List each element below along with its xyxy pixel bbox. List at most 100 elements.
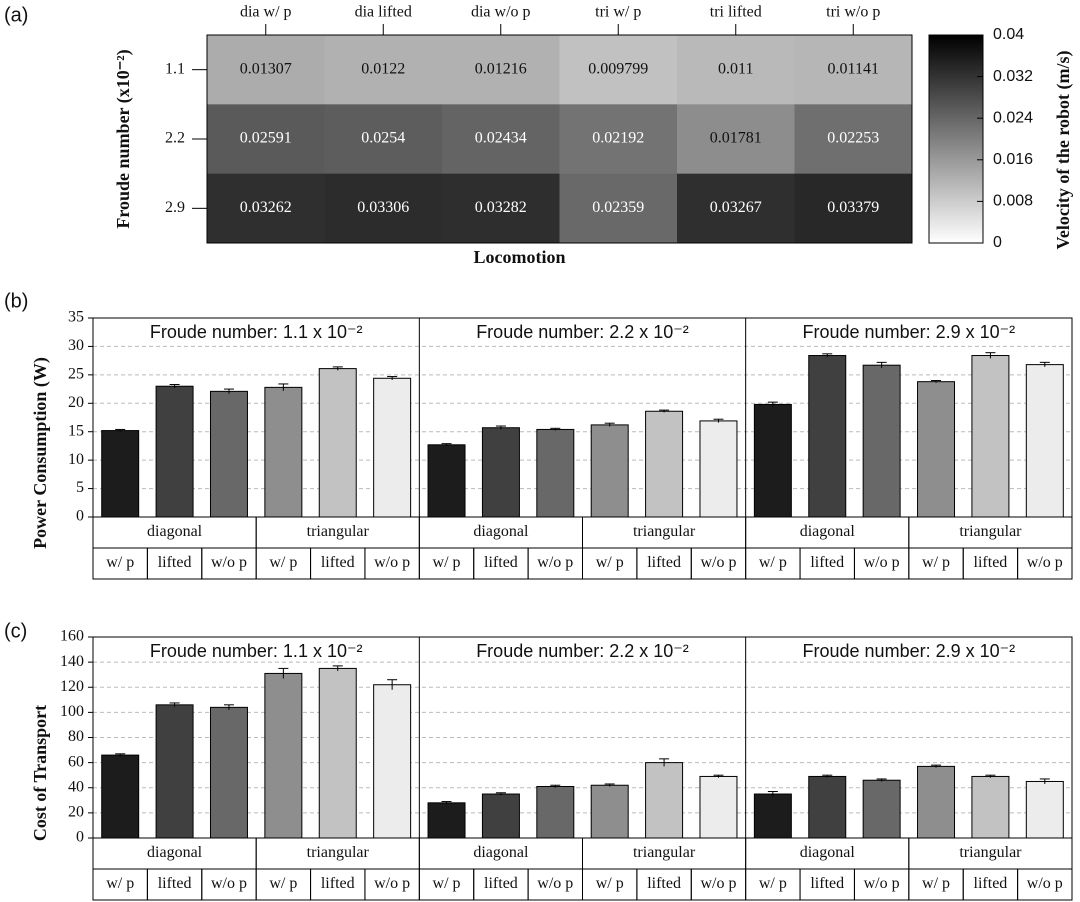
bar [318, 667, 357, 839]
category-label: w/o p [537, 554, 573, 571]
category-label: lifted [484, 875, 518, 892]
y-tick-label: 0 [76, 508, 84, 525]
x-tick-label: tri lifted [710, 4, 762, 21]
category-label: w/o p [211, 875, 247, 892]
bar [264, 672, 303, 839]
bar [645, 762, 684, 839]
y-tick-label: 1.1 [165, 60, 185, 77]
bar [1025, 780, 1064, 839]
bar [536, 785, 575, 839]
x-tick-label: dia w/o p [471, 4, 531, 21]
bar [808, 775, 847, 839]
heatmap-frame [206, 34, 913, 244]
cell-label: 0.03262 [240, 199, 292, 216]
heatmap-cell [559, 35, 678, 105]
plot-frame [92, 317, 1073, 518]
category-label: w/ p [596, 875, 624, 892]
y-tick-label: 25 [68, 366, 84, 383]
group-label: triangular [307, 523, 370, 540]
subplot-title: Froude number: 2.2 x 10⁻² [476, 322, 689, 342]
category-label: lifted [158, 875, 192, 892]
category-label: lifted [321, 875, 355, 892]
category-label: w/ p [269, 554, 297, 571]
category-label: w/ p [106, 875, 134, 892]
category-label: w/o p [700, 554, 736, 571]
y-tick-label: 20 [68, 394, 84, 411]
bar [536, 428, 575, 518]
colorbar-tick-label: 0.04 [993, 26, 1024, 43]
y-tick-label: 120 [60, 678, 84, 695]
y-tick-label: 2.2 [165, 130, 185, 147]
cell-label: 0.0254 [361, 130, 405, 147]
group-label: diagonal [800, 844, 856, 861]
bar [753, 403, 792, 518]
cell-label: 0.02359 [592, 199, 644, 216]
heatmap-cell [207, 173, 325, 244]
y-tick-label: 15 [68, 422, 84, 439]
group-label: diagonal [147, 844, 203, 861]
heatmap-cell [677, 104, 795, 175]
heatmap-cell [324, 104, 443, 175]
cell-label: 0.011 [718, 60, 753, 77]
heatmap-cell [794, 104, 913, 175]
group-label: triangular [633, 523, 696, 540]
colorbar-label: Velocity of the robot (m/s) [1053, 51, 1074, 250]
category-label: w/o p [864, 554, 900, 571]
heatmap-cell [677, 35, 795, 105]
colorbar-tick-label: 0.024 [993, 109, 1033, 126]
heatmap-cell [442, 104, 560, 175]
bar [209, 706, 248, 839]
category-label: w/o p [700, 875, 736, 892]
category-label: lifted [647, 554, 681, 571]
category-label: lifted [158, 554, 192, 571]
y-tick-label: 2.9 [165, 199, 185, 216]
x-tick-label: dia w/ p [240, 4, 292, 21]
colorbar-tick-label: 0.008 [993, 193, 1033, 210]
bar [318, 368, 357, 518]
y-tick-label: 20 [68, 804, 84, 821]
bar [101, 430, 140, 518]
subplot-title: Froude number: 1.1 x 10⁻² [150, 641, 363, 661]
heatmap-cell [794, 173, 913, 244]
category-label: lifted [810, 875, 844, 892]
panel-label: (b) [4, 290, 28, 312]
category-label: w/ p [922, 875, 950, 892]
group-label: triangular [633, 844, 696, 861]
y-tick-label: 30 [68, 337, 84, 354]
x-tick-label: tri w/ p [595, 4, 641, 21]
category-label: w/ p [433, 554, 461, 571]
cell-label: 0.01141 [828, 60, 879, 77]
heatmap-cell [207, 104, 325, 175]
panel-label: (a) [4, 4, 28, 26]
group-label: triangular [307, 844, 370, 861]
y-tick-label: 60 [68, 753, 84, 770]
bar [753, 793, 792, 839]
group-label: triangular [959, 523, 1022, 540]
colorbar [928, 34, 984, 244]
cell-label: 0.02591 [240, 130, 292, 147]
bar [808, 355, 847, 518]
group-label: diagonal [800, 523, 856, 540]
category-label: w/ p [106, 554, 134, 571]
subplot-title: Froude number: 1.1 x 10⁻² [150, 322, 363, 342]
cell-label: 0.03306 [357, 199, 409, 216]
category-label: w/o p [374, 875, 410, 892]
heatmap-cell [559, 104, 678, 175]
panel-label: (c) [4, 620, 27, 642]
y-tick-label: 0 [76, 829, 84, 846]
heatmap-cell [677, 173, 795, 244]
category-label: w/ p [922, 554, 950, 571]
y-axis-label: Power Consumption (W) [30, 357, 51, 549]
cell-label: 0.03267 [710, 199, 762, 216]
heatmap-cell [442, 173, 560, 244]
bar [862, 364, 901, 518]
y-tick-label: 100 [60, 703, 84, 720]
x-tick-label: dia lifted [355, 4, 412, 21]
category-label: w/o p [1027, 554, 1063, 571]
group-label: diagonal [473, 844, 529, 861]
bar [209, 390, 248, 518]
group-label: triangular [959, 844, 1022, 861]
y-tick-label: 80 [68, 728, 84, 745]
bar [101, 754, 140, 839]
group-label: diagonal [147, 523, 203, 540]
